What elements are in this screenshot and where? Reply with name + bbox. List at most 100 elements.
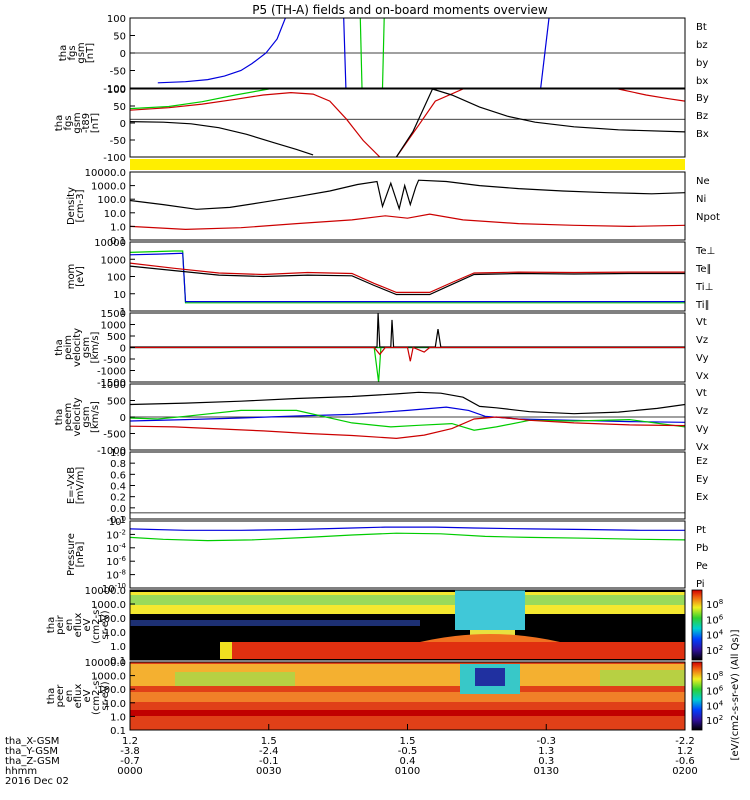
y-tick-label: 1000 [101,255,126,266]
status-bar [130,159,685,170]
series-By [130,89,269,110]
series-Ti⊥ [130,252,685,303]
figure-title: P5 (TH-A) fields and on-board moments ov… [252,3,548,17]
legend-Vx: Vx [696,371,709,382]
y-tick-label: 1000 [101,380,126,391]
y-tick-label: 0 [120,413,126,424]
legend-Pt: Pt [696,525,706,536]
panel-8-lines [130,526,685,542]
legend-Te⊥: Te⊥ [695,246,715,257]
y-tick-label: 0.6 [110,470,126,481]
y-axis-label: thafgsgsm-t89[nT] [54,112,101,133]
x-tick-value: 0.3 [538,756,554,767]
x-tick-value: 0100 [395,766,420,777]
series-Bx [130,121,314,156]
spectrogram-9 [130,590,685,660]
series-Vt [130,391,685,415]
y-tick-label: 50 [113,32,126,43]
legend-Te∥: Te∥ [695,264,712,275]
y-tick-label: 500 [107,332,126,343]
spectrogram-band [130,710,685,716]
y-tick-label: 10-6 [106,555,126,568]
y-tick-label: -1500 [97,378,126,389]
legend-Vx: Vx [696,442,709,453]
panel-7: 1.00.80.60.40.20.0-0.1 E=-VxB[mV/m] Ez Ey Ex [66,448,708,526]
legend-Vy: Vy [696,353,709,364]
spectrogram-band [130,595,685,605]
panel-5: 150010005000-500-1000-1500thapeimvelocit… [54,309,709,389]
y-tick-label: 0.1 [110,656,126,667]
y-tick-label: 100 [107,14,126,25]
y-tick-label: 1500 [101,309,126,320]
x-tick-value: 0130 [534,766,559,777]
y-tick-label: 1.0 [110,642,126,653]
x-tick-value: 1.2 [677,746,693,757]
x-row-label-hhmm: hhmm [5,766,37,777]
y-axis-label: mom[eV] [66,264,86,290]
spectrogram-patch [475,668,505,686]
legend-Bt: Bt [696,22,707,33]
y-tick-label: 10.0 [104,209,126,220]
series-Bz [618,89,685,102]
spectrogram-10 [130,662,685,730]
spectrogram-patch [175,672,295,686]
series-bx [157,18,286,84]
y-axis-label: thapeirenefluxeV(cm2-s-sr-eV) [46,606,111,644]
panel-frame [129,520,686,589]
spectrogram-patch [220,642,232,659]
series-Vz [130,346,685,362]
y-tick-label: 10 [113,290,126,301]
x-tick-value: 1.3 [538,746,554,757]
y-tick-label: 10000 [94,238,126,249]
y-tick-label: 10.0 [104,699,126,710]
y-tick-label: 10-10 [102,582,126,595]
y-tick-label: 100 [109,515,126,528]
series-Vz [130,416,685,440]
y-axis-label: thapeimvelocitygsm[km/s] [54,328,101,367]
y-tick-label: 10000.0 [85,586,126,597]
y-tick-label: 1.0 [110,712,126,723]
legend-Bz: Bz [696,111,708,122]
panel-10: 10000.0 1000.0 100.0 10.0 1.0 0.1 thapeerenefl… [46,658,686,737]
series-Vy [130,409,685,431]
y-tick-label: 10000.0 [85,168,126,179]
y-tick-label: 1000.0 [91,600,126,611]
y-axis-label: E=-VxB[mV/m] [66,467,86,505]
y-tick-label: -1000 [97,367,126,378]
colorbar-tick-label: 102 [706,644,723,657]
y-axis-label: Pressure[nPa] [66,533,86,576]
x-tick-value: 0030 [256,766,281,777]
series-by [359,18,363,88]
y-axis-label: thapeerenefluxeV(cm2-s-sr-eV) [46,677,111,715]
colorbar-tick-label: 104 [706,699,724,712]
y-tick-label: 0 [120,119,126,130]
colorbar-tick-label: 108 [706,598,723,611]
series-Ti∥ [130,250,685,304]
panel-3: 10000.0 1000.0 100.0 10.0 1.0 0.1 Density[cm-3… [66,168,720,247]
legend-Ex: Ex [696,492,708,503]
series-by [381,18,385,88]
y-tick-label: -50 [110,136,126,147]
y-tick-label: 0.1 [110,236,126,247]
y-tick-label: 10.0 [104,628,126,639]
spectrogram-patch [455,590,525,630]
panel-frame [129,451,686,520]
x-tick-value: -2.2 [675,736,695,747]
series-Pe [130,532,685,542]
y-tick-label: 1.0 [110,448,126,459]
y-tick-label: 0.1 [110,726,126,737]
y-tick-label: 500 [107,397,126,408]
date-label: 2016 Dec 02 [5,776,69,787]
y-axis-label: Density[cm-3] [66,187,86,225]
y-tick-label: -500 [103,430,126,441]
spectrogram-patch [600,670,685,686]
series-Bz [130,91,381,157]
legend-Ne: Ne [696,176,710,187]
series-Ni [130,179,685,211]
legend-Npot: Npot [696,212,720,223]
series-Bz [395,89,464,157]
x-tick-value: -0.5 [398,746,418,757]
